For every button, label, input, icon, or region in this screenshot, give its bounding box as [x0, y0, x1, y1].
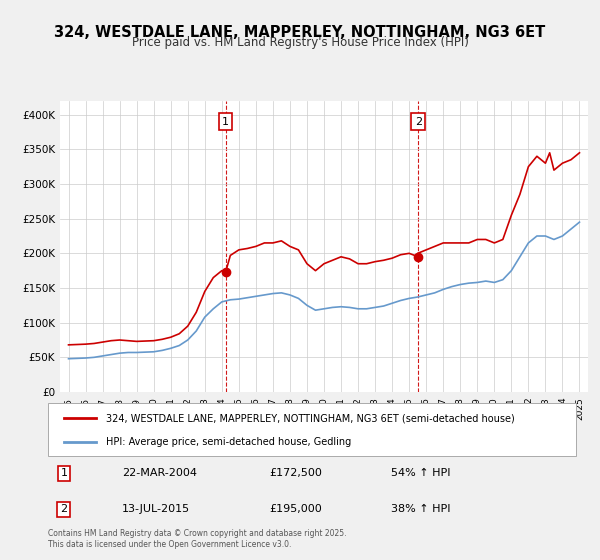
Text: 324, WESTDALE LANE, MAPPERLEY, NOTTINGHAM, NG3 6ET: 324, WESTDALE LANE, MAPPERLEY, NOTTINGHA…: [55, 25, 545, 40]
Text: 54% ↑ HPI: 54% ↑ HPI: [391, 468, 451, 478]
Text: 22-MAR-2004: 22-MAR-2004: [122, 468, 197, 478]
Text: HPI: Average price, semi-detached house, Gedling: HPI: Average price, semi-detached house,…: [106, 436, 352, 446]
Text: £195,000: £195,000: [270, 505, 323, 515]
Text: 38% ↑ HPI: 38% ↑ HPI: [391, 505, 451, 515]
Text: 1: 1: [222, 116, 229, 127]
Text: Contains HM Land Registry data © Crown copyright and database right 2025.
This d: Contains HM Land Registry data © Crown c…: [48, 529, 347, 549]
Text: Price paid vs. HM Land Registry's House Price Index (HPI): Price paid vs. HM Land Registry's House …: [131, 36, 469, 49]
Text: £172,500: £172,500: [270, 468, 323, 478]
Text: 324, WESTDALE LANE, MAPPERLEY, NOTTINGHAM, NG3 6ET (semi-detached house): 324, WESTDALE LANE, MAPPERLEY, NOTTINGHA…: [106, 413, 515, 423]
Text: 2: 2: [415, 116, 422, 127]
Text: 2: 2: [60, 505, 67, 515]
Text: 1: 1: [61, 468, 67, 478]
Text: 13-JUL-2015: 13-JUL-2015: [122, 505, 190, 515]
FancyBboxPatch shape: [48, 403, 576, 456]
